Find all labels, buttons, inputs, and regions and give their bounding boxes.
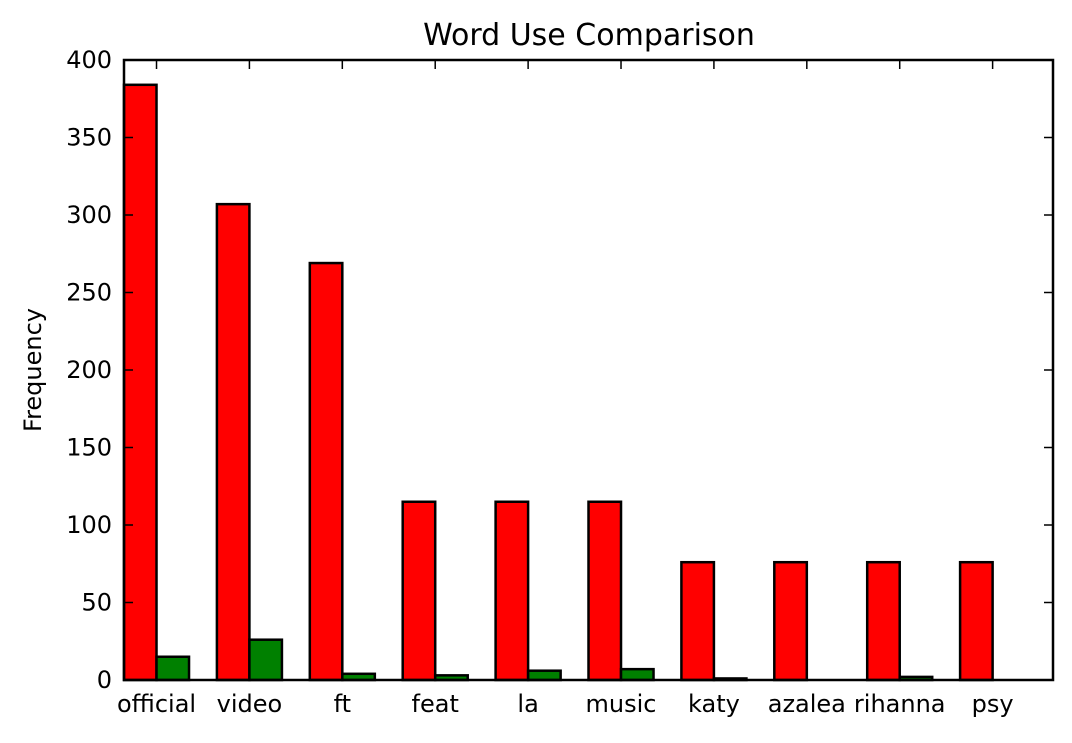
x-tick-label-ft: ft bbox=[334, 690, 351, 718]
chart-title: Word Use Comparison bbox=[423, 18, 755, 53]
bars-layer bbox=[122, 83, 994, 682]
bar-rihanna-series-1 bbox=[865, 560, 901, 682]
bar-la-series-1 bbox=[494, 500, 530, 682]
x-tick-label-azalea: azalea bbox=[768, 690, 846, 718]
y-tick-label-400: 400 bbox=[66, 46, 112, 74]
x-tick-label-music: music bbox=[586, 690, 657, 718]
bar-video-series-2 bbox=[248, 638, 284, 682]
bar-katy-series-1 bbox=[680, 560, 716, 682]
ticks-layer: 0 50 100 150 200 250 300 350 400 official video ft f… bbox=[66, 46, 1053, 718]
y-tick-label-350: 350 bbox=[66, 124, 112, 152]
bar-azalea-series-1 bbox=[773, 560, 809, 682]
y-tick-label-150: 150 bbox=[66, 434, 112, 462]
x-tick-label-psy: psy bbox=[972, 690, 1014, 718]
y-tick-label-50: 50 bbox=[81, 589, 112, 617]
bar-music-series-2 bbox=[619, 667, 655, 682]
x-tick-label-official: official bbox=[117, 690, 196, 718]
y-tick-label-250: 250 bbox=[66, 279, 112, 307]
bar-feat-series-1 bbox=[401, 500, 437, 682]
bar-psy-series-1 bbox=[958, 560, 994, 682]
bar-official-series-1 bbox=[122, 83, 158, 682]
y-tick-label-0: 0 bbox=[97, 666, 112, 694]
x-tick-label-feat: feat bbox=[412, 690, 459, 718]
x-tick-label-video: video bbox=[217, 690, 283, 718]
y-axis-label: Frequency bbox=[19, 308, 47, 432]
bar-video-series-1 bbox=[215, 202, 251, 682]
y-tick-label-200: 200 bbox=[66, 356, 112, 384]
y-tick-label-300: 300 bbox=[66, 201, 112, 229]
x-tick-label-katy: katy bbox=[688, 690, 740, 718]
bar-music-series-1 bbox=[587, 500, 623, 682]
x-tick-label-la: la bbox=[517, 690, 538, 718]
x-tick-label-rihanna: rihanna bbox=[854, 690, 946, 718]
plot-frame bbox=[122, 58, 1055, 682]
bar-la-series-2 bbox=[526, 669, 562, 682]
bar-ft-series-1 bbox=[308, 261, 344, 682]
bar-official-series-2 bbox=[155, 655, 191, 682]
y-tick-label-100: 100 bbox=[66, 511, 112, 539]
